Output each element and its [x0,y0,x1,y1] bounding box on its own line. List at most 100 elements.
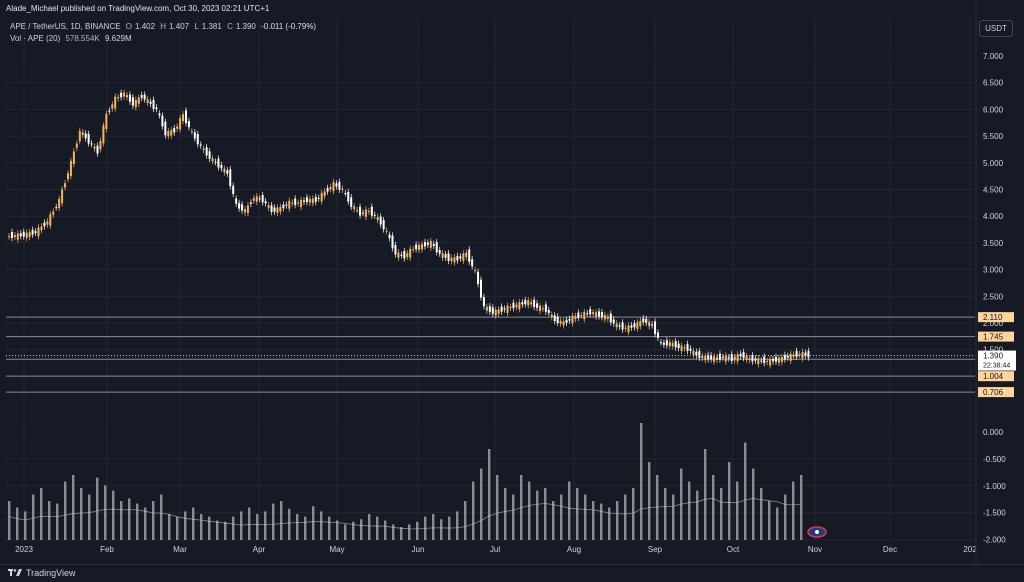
candle-body [190,131,193,133]
published-header: Alade_Michael published on TradingView.c… [6,4,270,13]
volume-bar [256,514,259,540]
currency-button[interactable]: USDT [979,20,1013,37]
candle-body [288,200,291,209]
candle-body [193,132,196,139]
candle-body [665,340,668,346]
candle-body [185,110,187,124]
candle-body [255,196,258,202]
candle-body [786,355,789,358]
candle-body [143,94,146,100]
candle-body [586,313,589,315]
candle-body [344,193,347,195]
candle-body [311,198,314,204]
candle-body [724,355,727,362]
candle-body [512,302,515,309]
high-label: H [160,22,167,31]
candle-body [205,147,208,156]
volume-bar [104,485,107,540]
candle-body [491,307,494,314]
price-tick-label: 4.500 [983,186,1004,195]
candle-body [314,196,317,202]
candle-body [364,209,367,217]
candle-body [592,312,595,315]
candle-body [518,302,521,310]
price-chart[interactable]: 7.000 6.500 6.000 5.500 5.000 4.500 4.000 3.500… [0,0,1024,564]
volume-bar [592,501,595,540]
candle-body [432,243,435,246]
candle-body [170,130,173,136]
candle-body [459,256,462,259]
brand[interactable]: TradingView [8,568,76,578]
candle-body [120,92,123,98]
candle-body [598,311,600,317]
candle-body [438,250,441,254]
candle-body [539,305,541,312]
candle-body [300,199,303,208]
candle-body [211,158,214,162]
candle-body [285,204,288,206]
volume-bar [528,481,531,540]
candle-body [123,92,126,97]
volume-bar [264,511,267,540]
candle-body [657,332,659,338]
candle-body [600,312,603,318]
candle-body [273,207,276,212]
candle-body [595,312,598,317]
candle-body [149,101,152,104]
candle-body [698,351,701,358]
candle-body [742,351,745,359]
candle-body [409,248,412,258]
candle-body [695,351,698,356]
candle-body [164,121,167,136]
candle-body [99,141,102,150]
volume-legend: Vol · APE (20) 578.554K 9.629M [10,34,135,43]
candle-body [87,133,90,144]
candle-body [798,354,801,356]
volume-bar [600,503,603,540]
candle-body [182,114,185,122]
candle-body [13,235,16,238]
price-tick-label: 2.000 [983,319,1004,328]
candle-body [199,144,202,146]
level-label: 0.706 [983,388,1004,397]
volume-bar [56,503,59,540]
volume-bar [440,519,443,540]
low-value: 1.381 [201,22,222,31]
candle-body [276,207,279,213]
candle-body [320,192,323,202]
candle-body [394,244,397,255]
price-tick-label: 6.500 [983,79,1004,88]
candle-body [789,353,792,361]
candle-body [674,341,677,348]
candle-body [128,94,131,102]
volume-bar [400,527,403,540]
candle-body [497,309,500,314]
candle-body [801,351,804,359]
volume-bar [160,494,163,540]
volume-bar [648,462,651,540]
candle-body [795,350,798,357]
candle-body [161,115,164,127]
current-price-label: 1.390 [983,352,1004,361]
candle-body [78,130,81,142]
candle-body [28,232,31,237]
volume-bar [208,516,211,540]
candle-body [456,255,459,261]
candle-body [450,257,453,262]
candle-body [412,249,415,251]
volume-bar [344,524,347,540]
candle-body [359,206,362,216]
candle-body [158,113,161,116]
candle-body [639,320,642,327]
candle-body [137,97,140,104]
candle-body [140,94,143,98]
candle-body [338,181,341,190]
candle-body [261,195,264,203]
footer: TradingView [0,564,1024,582]
candle-body [356,209,359,211]
candle-body [75,143,78,148]
candle-body [72,151,75,165]
candle-body [583,311,586,320]
volume-bar [64,481,67,540]
candle-body [609,313,612,323]
